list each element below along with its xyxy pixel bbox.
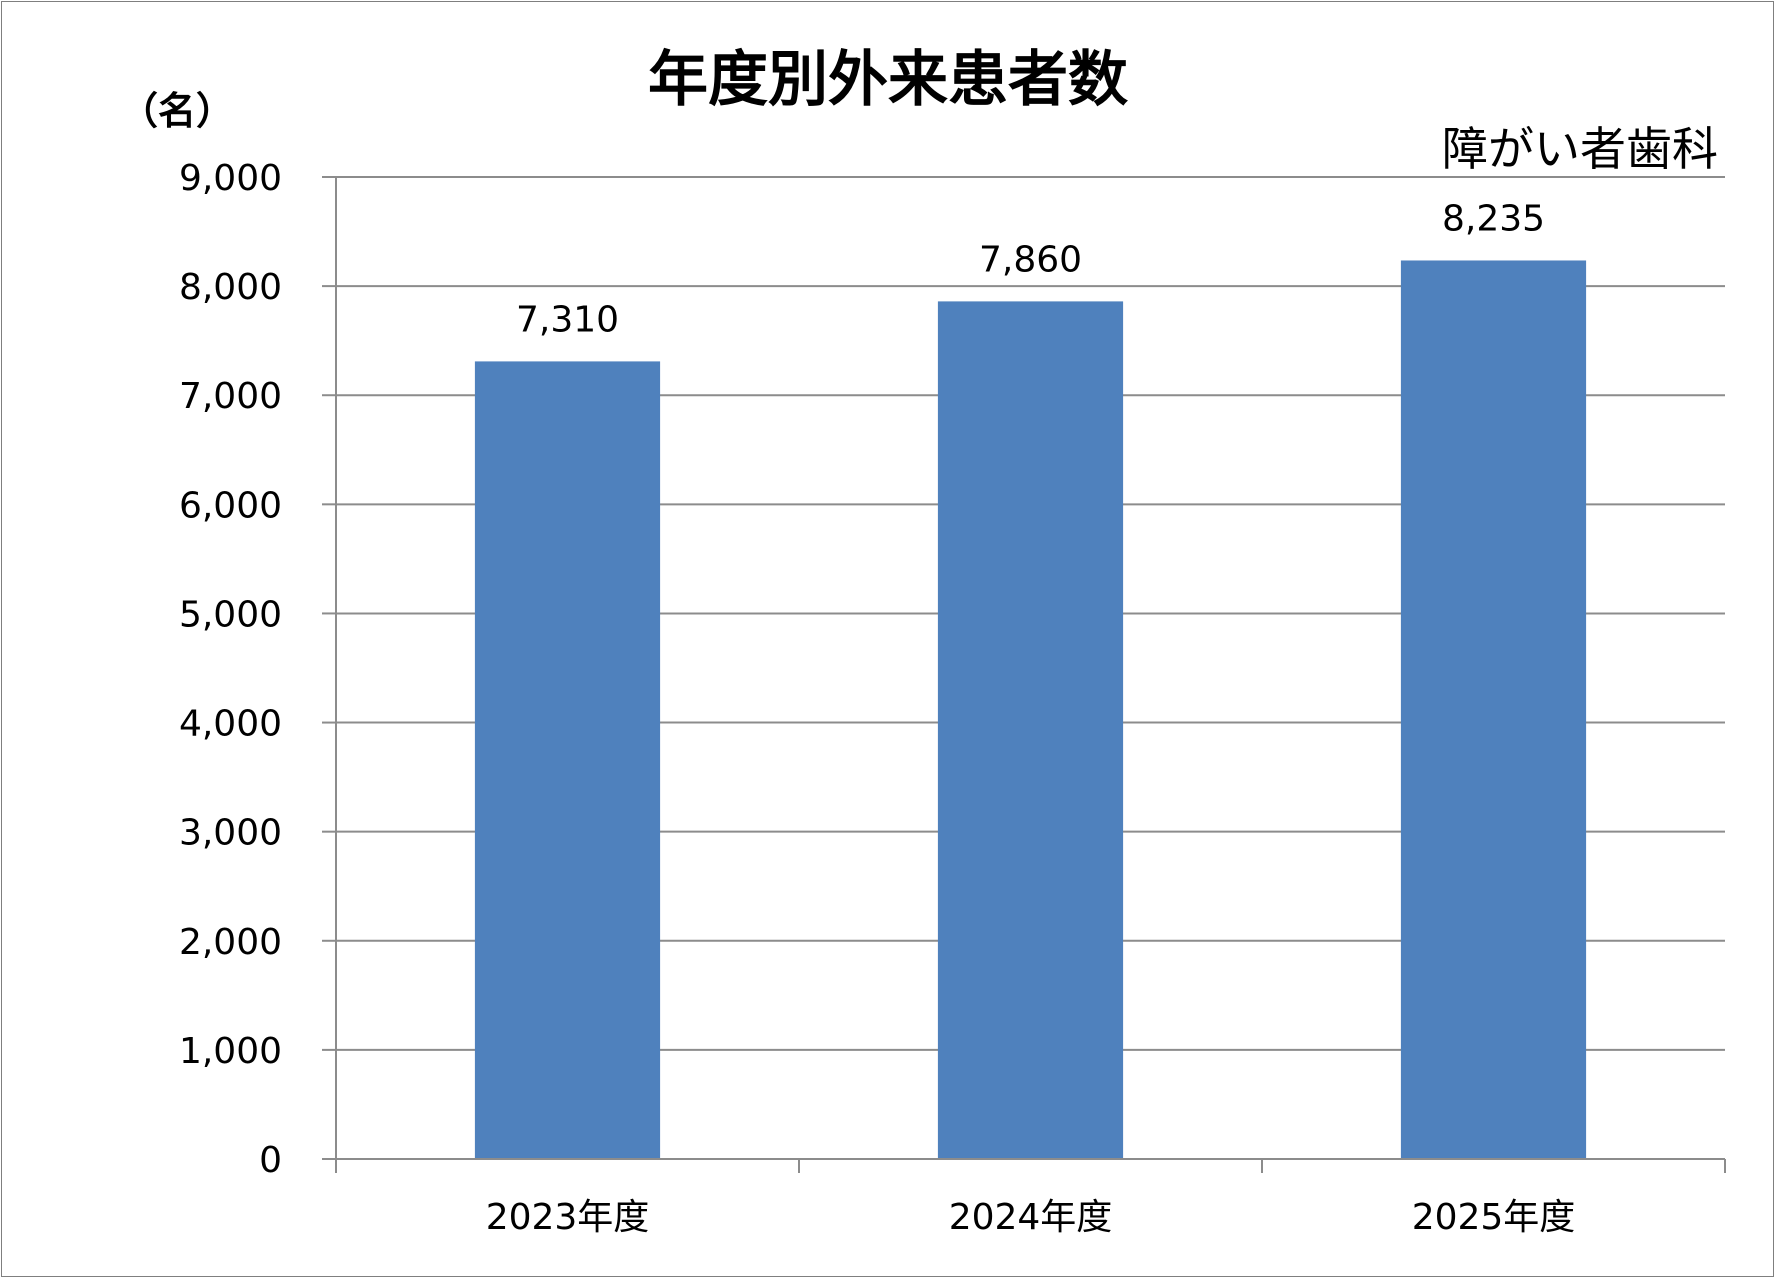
data-label: 8,235 — [1442, 198, 1545, 239]
bars — [474, 260, 1587, 1160]
axes — [322, 176, 1726, 1173]
bar — [937, 301, 1124, 1159]
y-tick-label: 6,000 — [179, 485, 282, 526]
y-tick-label: 1,000 — [179, 1031, 282, 1072]
x-category-label: 2023年度 — [486, 1197, 650, 1238]
y-tick-label: 5,000 — [179, 594, 282, 635]
y-tick-label: 4,000 — [179, 704, 282, 745]
y-axis-unit-label: （名） — [120, 89, 234, 133]
x-category-label: 2024年度 — [949, 1197, 1113, 1238]
y-tick-label: 2,000 — [179, 922, 282, 963]
y-tick-label: 0 — [259, 1140, 282, 1181]
y-tick-label: 3,000 — [179, 813, 282, 854]
x-category-labels: 2023年度 2024年度 2025年度 — [486, 1197, 1576, 1238]
bar — [1400, 260, 1587, 1160]
data-label: 7,860 — [979, 239, 1082, 280]
bar — [474, 361, 661, 1159]
x-category-label: 2025年度 — [1412, 1197, 1576, 1238]
chart-subtitle: 障がい者歯科 — [1442, 122, 1718, 176]
y-tick-label: 7,000 — [179, 376, 282, 417]
y-tick-label: 9,000 — [179, 158, 282, 199]
chart-title: 年度別外来患者数 — [648, 45, 1128, 115]
data-label: 7,310 — [516, 299, 619, 340]
y-tick-labels: 0 1,000 2,000 3,000 4,000 5,000 6,000 7,000 8,00… — [179, 158, 282, 1181]
data-labels: 7,310 7,860 8,235 — [516, 198, 1545, 340]
y-tick-label: 8,000 — [179, 267, 282, 308]
